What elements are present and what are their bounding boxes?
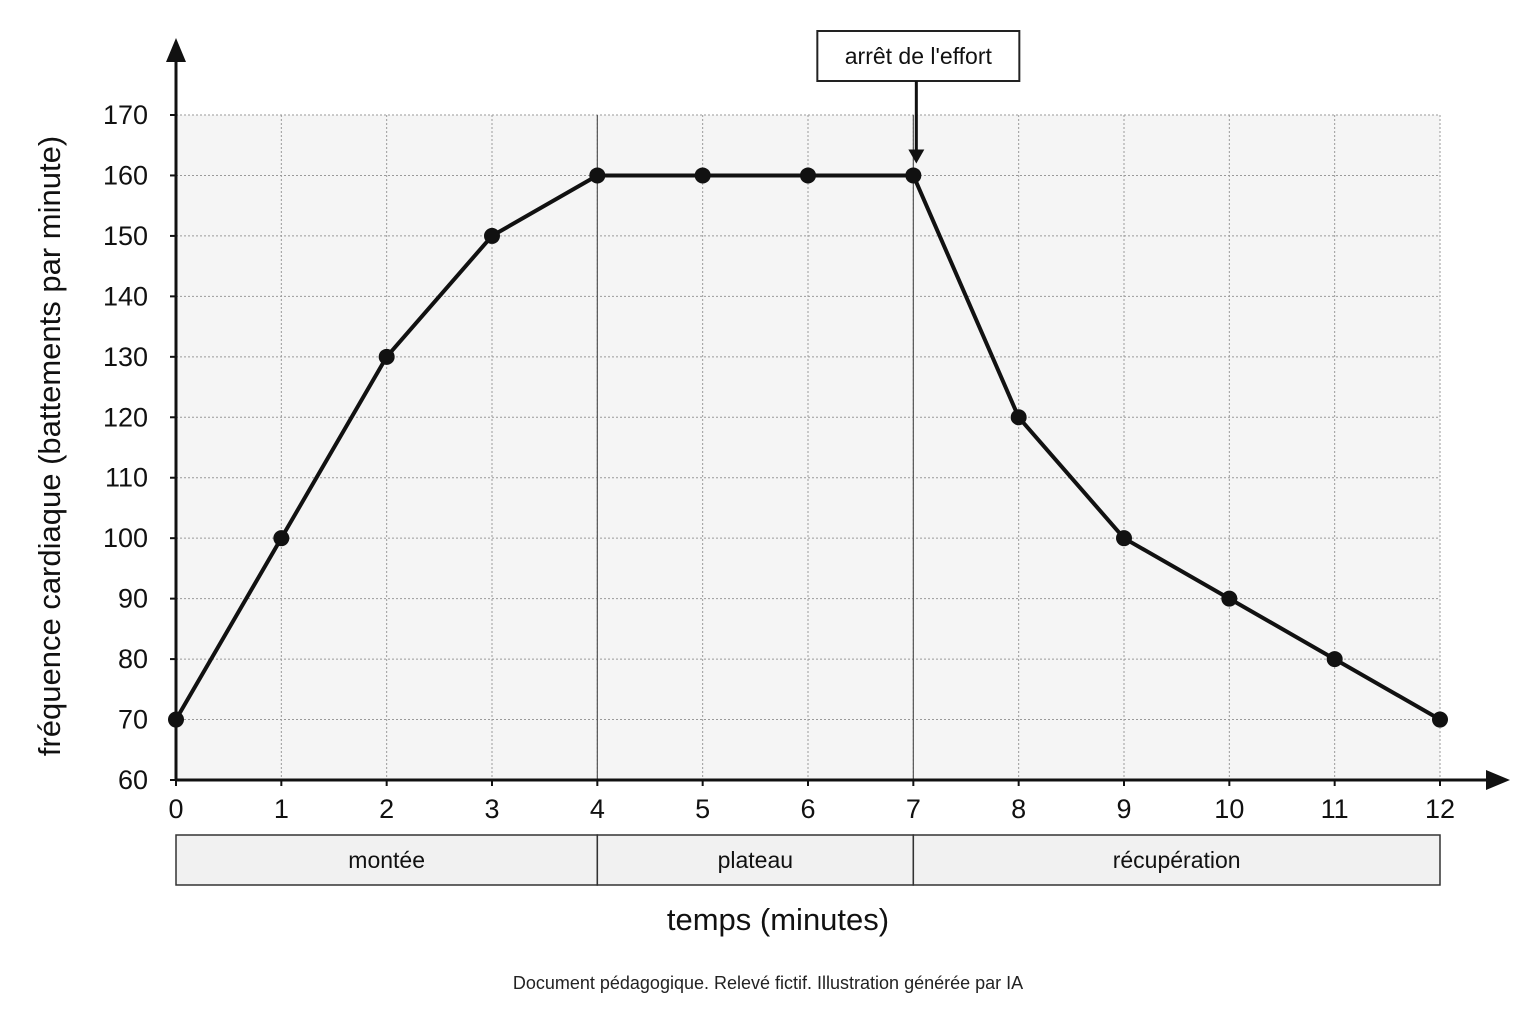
x-tick-label: 2 — [379, 794, 394, 824]
y-axis-title: fréquence cardiaque (battements par minu… — [32, 136, 67, 756]
phase-box — [596, 834, 915, 886]
data-point — [484, 227, 500, 244]
y-tick-label: 60 — [118, 765, 148, 795]
x-tick-label: 0 — [168, 794, 183, 824]
series — [168, 167, 1448, 728]
data-point — [1010, 409, 1027, 426]
data-point — [378, 348, 395, 365]
x-axis-arrowhead — [1486, 770, 1510, 790]
y-tick-label: 170 — [103, 100, 148, 130]
x-tick-label: 9 — [1116, 794, 1131, 824]
data-point — [589, 167, 606, 184]
x-tick-label: 4 — [590, 794, 605, 824]
y-axis-arrowhead — [166, 38, 186, 62]
annotation-text: arrêt de l'effort — [845, 43, 993, 69]
phase-dividers — [596, 115, 914, 780]
annotation-box — [816, 30, 1021, 82]
x-axis-title: temps (minutes) — [667, 902, 889, 937]
y-tick-label: 160 — [103, 160, 148, 190]
x-tick-label: 5 — [695, 794, 710, 824]
x-tick-label: 6 — [800, 794, 815, 824]
x-tick-label: 7 — [906, 794, 921, 824]
phase-box — [912, 834, 1441, 886]
phase-bar: montée plateau récupération — [175, 834, 1441, 886]
x-tick-label: 10 — [1214, 794, 1244, 824]
phase-label: récupération — [1113, 847, 1241, 873]
x-tick-label: 11 — [1321, 794, 1349, 824]
annotation: arrêt de l'effort — [816, 30, 1021, 164]
data-point — [1432, 711, 1448, 728]
y-tick-label: 120 — [103, 402, 148, 432]
data-point — [168, 711, 184, 728]
y-tick-label: 130 — [103, 342, 148, 372]
y-tick-label: 110 — [105, 463, 148, 493]
annotation-arrowhead — [908, 149, 925, 164]
x-tick-label: 3 — [484, 794, 499, 824]
footer-note: Document pédagogique. Relevé fictif. Ill… — [513, 973, 1023, 993]
y-tick-label: 90 — [118, 584, 148, 614]
y-tick-labels: 60 70 80 90 100 110 120 130 140 150 160 170 — [103, 100, 176, 795]
y-tick-label: 80 — [118, 644, 148, 674]
data-point — [694, 167, 711, 184]
phase-label: montée — [348, 847, 425, 873]
x-tick-label: 12 — [1425, 794, 1455, 824]
data-point — [273, 530, 290, 547]
phase-box — [175, 834, 599, 886]
data-point — [1116, 530, 1132, 547]
y-tick-label: 140 — [103, 281, 148, 311]
x-tick-labels: 0 1 2 3 4 5 6 7 8 9 10 11 12 — [168, 780, 1455, 824]
x-tick-label: 1 — [274, 794, 289, 824]
y-tick-label: 150 — [103, 221, 148, 251]
y-tick-label: 70 — [118, 705, 148, 735]
data-point — [905, 167, 922, 184]
y-tick-label: 100 — [103, 523, 148, 553]
x-tick-label: 8 — [1011, 794, 1026, 824]
data-point — [1326, 651, 1343, 668]
phase-label: plateau — [718, 847, 793, 873]
data-point — [800, 167, 816, 184]
data-point — [1221, 590, 1238, 607]
